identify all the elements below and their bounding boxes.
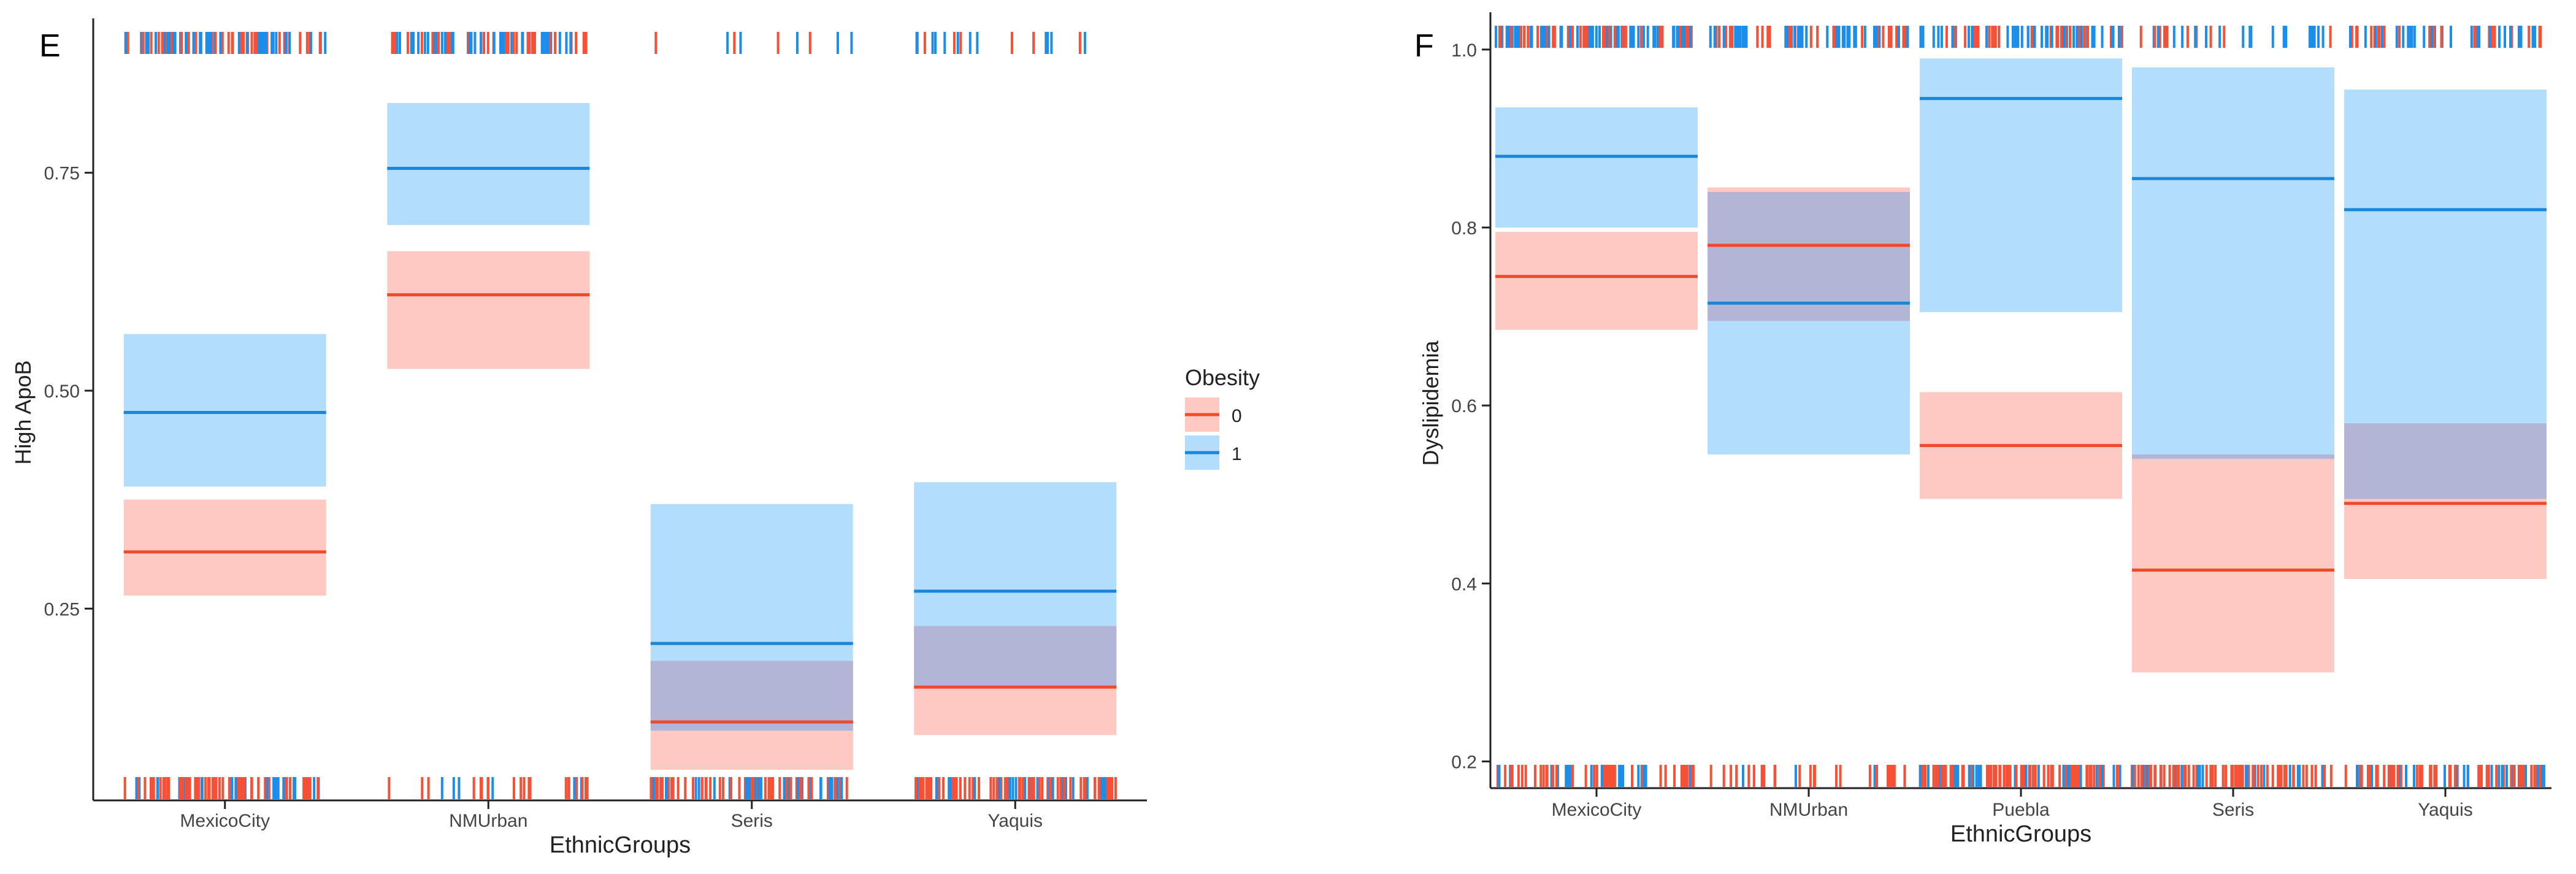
x-tick-label: Seris [731, 811, 773, 831]
x-tick-label: NMUrban [449, 811, 527, 831]
legend-label-obesity1: 1 [1232, 444, 1242, 464]
y-tick-label: 0.50 [44, 381, 80, 402]
band-obesity0-Seris [2132, 454, 2334, 673]
x-tick-label: MexicoCity [180, 811, 270, 831]
band-overlap-NMUrban [1708, 191, 1910, 321]
band-overlap-Seris [650, 661, 853, 731]
band-overlap-Seris [2132, 454, 2334, 459]
y-tick-label: 0.75 [44, 164, 80, 184]
y-axis-title: Dyslipidemia [1418, 340, 1443, 466]
band-overlap-Yaquis [914, 626, 1117, 688]
y-tick-label: 0.2 [1451, 752, 1477, 772]
legend-label-obesity0: 0 [1232, 406, 1242, 426]
band-obesity1-Puebla [1920, 58, 2122, 312]
x-tick-label: Puebla [1992, 800, 2050, 820]
x-tick-label: Seris [2212, 800, 2254, 820]
y-tick-label: 1.0 [1451, 40, 1477, 61]
x-tick-label: MexicoCity [1552, 800, 1642, 820]
panel-F: 0.2 0.4 0.6 0.8 1.0 MexicoCity NMUrban Puebla Se… [1414, 12, 2551, 847]
band-obesity1-NMUrban [387, 102, 590, 225]
band-overlap-Yaquis [2344, 423, 2547, 499]
band-obesity0-NMUrban [387, 251, 590, 369]
band-obesity0-MexicoCity [123, 499, 326, 596]
legend: Obesity 0 1 [1185, 365, 1260, 470]
panel-label: F [1414, 28, 1434, 64]
y-tick-label: 0.25 [44, 599, 80, 619]
panel-label: E [39, 28, 61, 64]
x-tick-label: Yaquis [2418, 800, 2473, 820]
x-axis-title: EthnicGroups [1950, 821, 2091, 847]
x-tick-label: NMUrban [1769, 800, 1848, 820]
x-tick-label: Yaquis [987, 811, 1043, 831]
y-tick-label: 0.6 [1451, 396, 1477, 416]
legend-title: Obesity [1185, 365, 1260, 390]
band-obesity1-Seris [2132, 67, 2334, 459]
band-obesity1-MexicoCity [123, 334, 326, 487]
y-tick-label: 0.4 [1451, 574, 1477, 594]
panel-E: 0.25 0.50 0.75 MexicoCity NMUrban Seris Yaquis… [10, 18, 1147, 858]
x-axis-title: EthnicGroups [550, 832, 691, 858]
y-axis-title: High ApoB [10, 360, 36, 464]
y-tick-label: 0.8 [1451, 218, 1477, 239]
band-obesity0-MexicoCity [1495, 232, 1698, 330]
band-obesity1-MexicoCity [1495, 107, 1698, 228]
